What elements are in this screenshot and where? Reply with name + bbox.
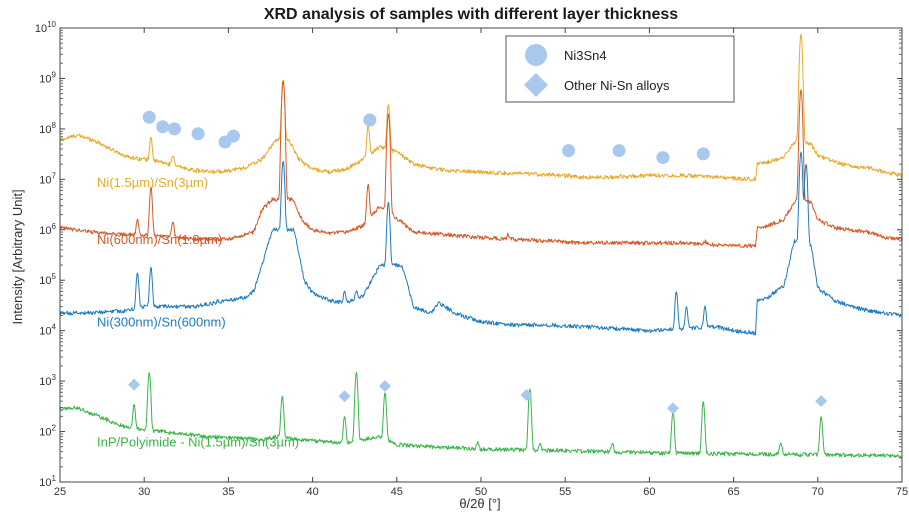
y-tick-label: 109: [39, 70, 56, 85]
legend-label: Ni3Sn4: [564, 48, 607, 63]
alloy-marker: [666, 402, 679, 415]
ni3sn4-marker: [226, 129, 240, 143]
series-line: [59, 371, 903, 459]
alloy-marker: [128, 378, 141, 391]
y-tick-label: 108: [39, 121, 56, 136]
x-axis-label: θ/2θ [°]: [459, 496, 500, 511]
y-tick-label: 101: [39, 474, 56, 489]
y-tick-label: 107: [39, 171, 56, 186]
axes-layer: 25 30 35 40 45 50 55 60 65 70 75 101 102 103 104 105 106…: [35, 20, 908, 498]
legend-diamond-marker: [524, 73, 548, 97]
legend-circle-marker: [525, 44, 547, 66]
series-label: Ni(1.5µm)/Sn(3µm): [97, 175, 208, 190]
y-tick-label: 106: [39, 222, 56, 237]
y-tick-label: 104: [39, 323, 56, 338]
y-tick-label: 102: [39, 424, 56, 439]
x-tick-label: 50: [475, 486, 487, 498]
x-tick-label: 45: [391, 486, 403, 498]
legend-label: Other Ni-Sn alloys: [564, 78, 670, 93]
x-tick-label: 30: [138, 486, 150, 498]
y-tick-label: 105: [39, 272, 56, 287]
series-label: Ni(600nm)/Sn(1.8µm): [97, 232, 222, 247]
legend: Ni3Sn4 Other Ni-Sn alloys: [505, 35, 735, 103]
series-line: [59, 33, 903, 182]
x-tick-label: 75: [896, 486, 908, 498]
x-tick-label: 25: [54, 486, 66, 498]
y-axis-label: Intensity [Arbitrary Unit]: [10, 189, 25, 324]
series-layer: Ni(1.5µm)/Sn(3µm) Ni(600nm)/Sn(1.8µm) Ni(3…: [59, 33, 903, 459]
series-line: [59, 151, 903, 336]
alloy-marker: [815, 395, 828, 408]
legend-box: [505, 35, 735, 103]
alloy-marker: [379, 379, 392, 392]
x-tick-label: 65: [727, 486, 739, 498]
ni3sn4-marker: [696, 147, 710, 161]
series-label: InP/Polyimide - Ni(1.5µm)/Sn(3µm): [97, 435, 299, 450]
alloy-marker: [338, 390, 351, 403]
x-tick-label: 35: [222, 486, 234, 498]
alloy-marker: [520, 389, 533, 402]
x-tick-label: 40: [306, 486, 318, 498]
x-tick-label: 70: [812, 486, 824, 498]
plot-frame: [59, 27, 903, 483]
x-tick-label: 60: [643, 486, 655, 498]
ni3sn4-marker: [363, 113, 377, 127]
ni3sn4-marker: [656, 151, 670, 165]
ni3sn4-marker: [562, 144, 576, 158]
chart-title: XRD analysis of samples with different l…: [264, 6, 678, 23]
ni3sn4-marker: [191, 127, 205, 141]
ni3sn4-marker: [612, 144, 626, 158]
y-tick-label: 1010: [35, 20, 57, 35]
ni3sn4-marker: [168, 122, 182, 136]
marker-layer: [128, 110, 828, 415]
series-line: [59, 80, 903, 249]
series-label: Ni(300nm)/Sn(600nm): [97, 315, 226, 330]
ni3sn4-marker: [142, 110, 156, 124]
x-tick-label: 55: [559, 486, 571, 498]
y-tick-label: 103: [39, 373, 56, 388]
ni3sn4-marker: [156, 120, 170, 134]
